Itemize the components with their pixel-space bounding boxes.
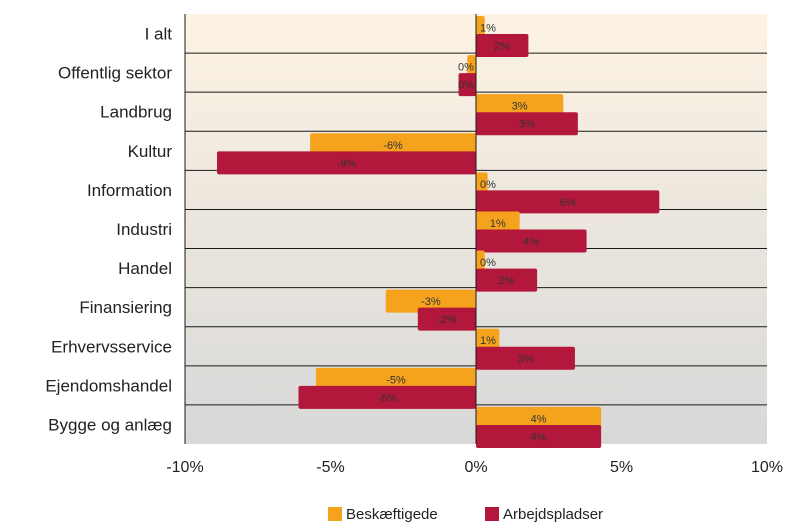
data-label: -3%: [421, 296, 441, 308]
bar-beskaeftigede: [476, 94, 564, 118]
data-label: -5%: [386, 374, 406, 386]
category-label: Landbrug: [100, 103, 172, 122]
bar-beskaeftigede: [476, 406, 602, 430]
legend-swatch-beskaeftigede: [328, 507, 342, 521]
x-axis-ticks: -10% -5% 0% 5% 10%: [166, 459, 783, 476]
category-label: Erhvervsservice: [51, 337, 172, 356]
x-tick-label: -5%: [316, 459, 344, 476]
bar-beskaeftigede: [467, 55, 476, 79]
data-label: 0%: [458, 62, 474, 74]
bar-arbejdspladser: [298, 385, 476, 409]
data-label: 0%: [480, 179, 496, 191]
bar-beskaeftigede: [310, 133, 476, 157]
category-label: Handel: [118, 259, 172, 278]
data-label: 1%: [480, 23, 496, 35]
category-labels: I alt Offentlig sektor Landbrug Kultur Infor…: [45, 25, 172, 435]
bar-beskaeftigede: [476, 328, 500, 352]
data-label: 0%: [480, 257, 496, 269]
x-tick-label: 0%: [464, 459, 487, 476]
category-label: Information: [87, 181, 172, 200]
bar-beskaeftigede: [385, 289, 476, 313]
bar-arbejdspladser: [476, 229, 587, 253]
category-label: Bygge og anlæg: [48, 415, 172, 434]
bar-arbejdspladser: [476, 424, 602, 448]
data-label: 3%: [519, 119, 535, 131]
data-label: 4%: [523, 236, 539, 248]
bar-arbejdspladser: [476, 346, 575, 370]
data-label: 1%: [480, 335, 496, 347]
legend-label-arbejdspladser: Arbejdspladser: [503, 506, 603, 523]
bar-arbejdspladser: [458, 73, 476, 97]
data-label: -2%: [437, 314, 457, 326]
bar-beskaeftigede: [476, 250, 485, 274]
bars: [217, 16, 660, 448]
bar-arbejdspladser: [476, 190, 660, 214]
category-label: Ejendomshandel: [45, 376, 172, 395]
bar-beskaeftigede: [476, 16, 485, 39]
data-label: -6%: [383, 140, 403, 152]
data-label: -6%: [377, 392, 397, 404]
bar-arbejdspladser: [217, 151, 476, 175]
data-label: 4%: [531, 413, 547, 425]
bar-arbejdspladser: [476, 112, 578, 136]
legend: Beskæftigede Arbejdspladser: [328, 506, 603, 523]
data-labels: 1%2%0%0%3%3%-6%-9%0%6%1%4%0%2%-3%-2%1%3%…: [337, 23, 576, 444]
bar-beskaeftigede: [315, 367, 476, 391]
data-label: 2%: [499, 275, 515, 287]
category-label: I alt: [145, 25, 173, 44]
data-label: 6%: [560, 197, 576, 209]
bar-arbejdspladser: [476, 268, 538, 292]
data-label: 1%: [490, 218, 506, 230]
data-label: 4%: [531, 431, 547, 443]
data-label: 0%: [458, 80, 474, 92]
category-label: Industri: [116, 220, 172, 239]
category-label: Offentlig sektor: [58, 64, 172, 83]
data-label: -9%: [337, 158, 357, 170]
legend-swatch-arbejdspladser: [485, 507, 499, 521]
category-label: Finansiering: [79, 298, 172, 317]
data-label: 2%: [494, 41, 510, 53]
x-tick-label: 10%: [751, 459, 783, 476]
bar-beskaeftigede: [476, 172, 488, 196]
x-tick-label: 5%: [610, 459, 633, 476]
data-label: 3%: [512, 101, 528, 113]
data-label: 3%: [518, 353, 534, 365]
x-tick-label: -10%: [166, 459, 203, 476]
category-label: Kultur: [128, 142, 173, 161]
bar-arbejdspladser: [417, 307, 476, 331]
bar-beskaeftigede: [476, 211, 520, 235]
legend-label-beskaeftigede: Beskæftigede: [346, 506, 438, 523]
bar-arbejdspladser: [476, 34, 529, 58]
